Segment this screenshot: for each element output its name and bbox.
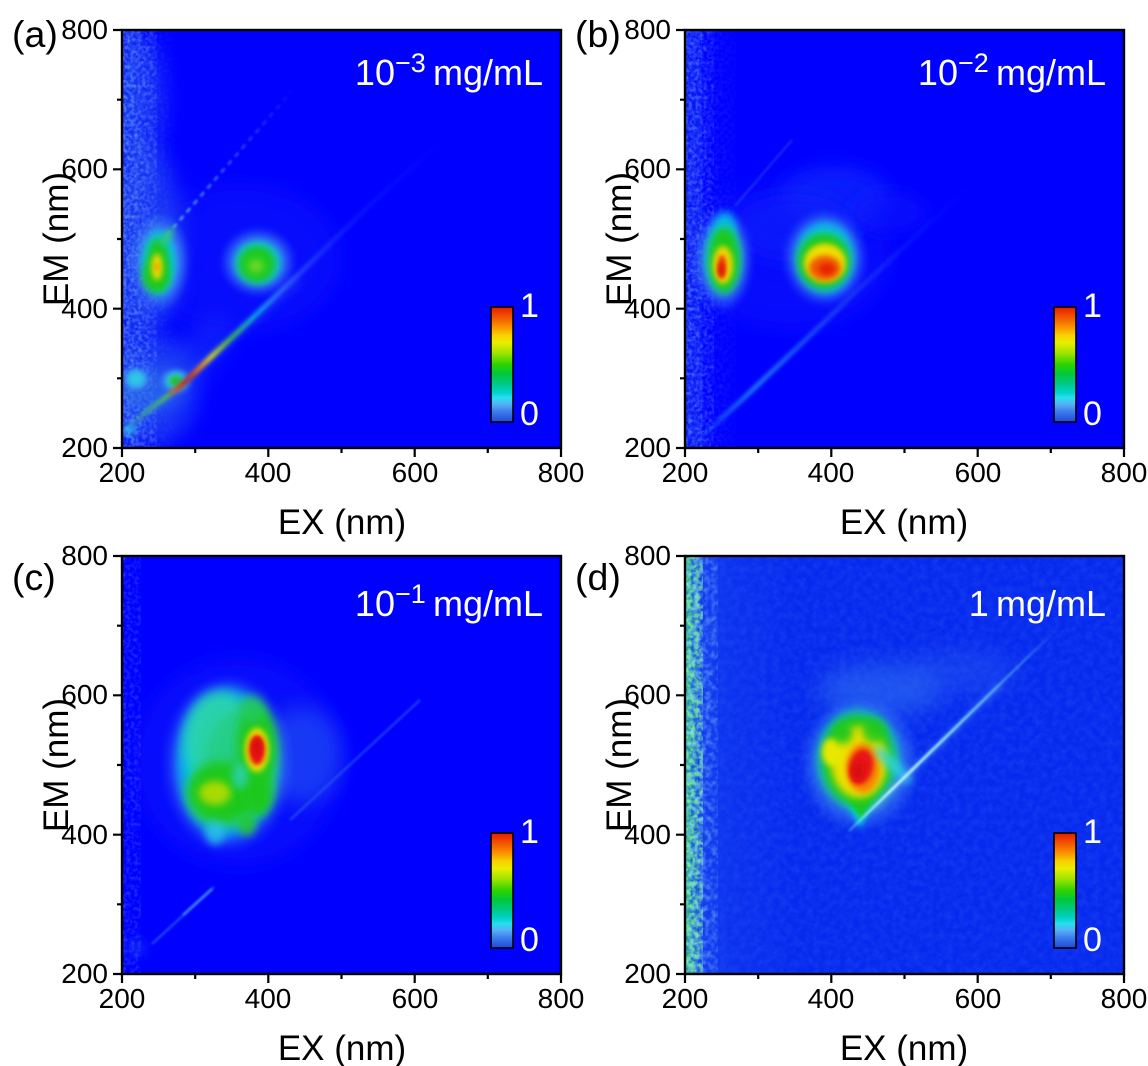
svg-text:10−3 mg/mL: 10−3 mg/mL (355, 48, 543, 93)
svg-text:800: 800 (624, 14, 671, 45)
svg-text:0: 0 (1083, 395, 1102, 433)
svg-text:(d): (d) (575, 556, 621, 598)
svg-text:EM (nm): EM (nm) (37, 172, 76, 306)
svg-text:200: 200 (662, 457, 709, 488)
svg-text:(b): (b) (575, 13, 621, 55)
svg-text:600: 600 (624, 679, 671, 710)
svg-text:0: 0 (1083, 921, 1102, 959)
svg-text:400: 400 (245, 983, 292, 1014)
svg-text:400: 400 (245, 457, 292, 488)
svg-text:800: 800 (61, 14, 108, 45)
svg-text:0: 0 (520, 921, 539, 959)
svg-text:800: 800 (1101, 983, 1148, 1014)
svg-text:1: 1 (1083, 287, 1102, 325)
svg-text:600: 600 (955, 983, 1002, 1014)
svg-text:1: 1 (520, 287, 539, 325)
svg-text:400: 400 (624, 293, 671, 324)
svg-text:600: 600 (955, 457, 1002, 488)
svg-text:EM (nm): EM (nm) (600, 172, 639, 306)
svg-text:600: 600 (61, 679, 108, 710)
svg-text:400: 400 (624, 819, 671, 850)
svg-text:1 mg/mL: 1 mg/mL (969, 583, 1106, 624)
svg-text:200: 200 (624, 432, 671, 463)
svg-text:1: 1 (520, 813, 539, 851)
svg-text:200: 200 (61, 958, 108, 989)
svg-text:EM (nm): EM (nm) (37, 698, 76, 832)
svg-text:600: 600 (61, 153, 108, 184)
svg-text:800: 800 (538, 457, 585, 488)
svg-text:400: 400 (61, 819, 108, 850)
svg-text:200: 200 (662, 983, 709, 1014)
svg-text:10−2 mg/mL: 10−2 mg/mL (918, 48, 1106, 93)
svg-text:(a): (a) (12, 13, 58, 55)
svg-text:600: 600 (624, 153, 671, 184)
svg-text:0: 0 (520, 395, 539, 433)
svg-text:10−1 mg/mL: 10−1 mg/mL (355, 579, 543, 624)
svg-text:EX (nm): EX (nm) (840, 1029, 968, 1066)
svg-text:600: 600 (392, 457, 439, 488)
svg-text:800: 800 (538, 983, 585, 1014)
svg-text:400: 400 (61, 293, 108, 324)
svg-text:400: 400 (808, 457, 855, 488)
svg-text:800: 800 (624, 540, 671, 571)
svg-text:1: 1 (1083, 813, 1102, 851)
svg-text:200: 200 (99, 983, 146, 1014)
svg-text:800: 800 (61, 540, 108, 571)
svg-text:600: 600 (392, 983, 439, 1014)
svg-text:EX (nm): EX (nm) (278, 1029, 406, 1066)
svg-text:200: 200 (61, 432, 108, 463)
svg-text:EX (nm): EX (nm) (840, 503, 968, 542)
svg-text:400: 400 (808, 983, 855, 1014)
svg-text:200: 200 (624, 958, 671, 989)
svg-text:(c): (c) (12, 556, 56, 598)
svg-text:200: 200 (99, 457, 146, 488)
svg-text:EX (nm): EX (nm) (278, 503, 406, 542)
svg-text:800: 800 (1101, 457, 1148, 488)
svg-text:EM (nm): EM (nm) (600, 698, 639, 832)
